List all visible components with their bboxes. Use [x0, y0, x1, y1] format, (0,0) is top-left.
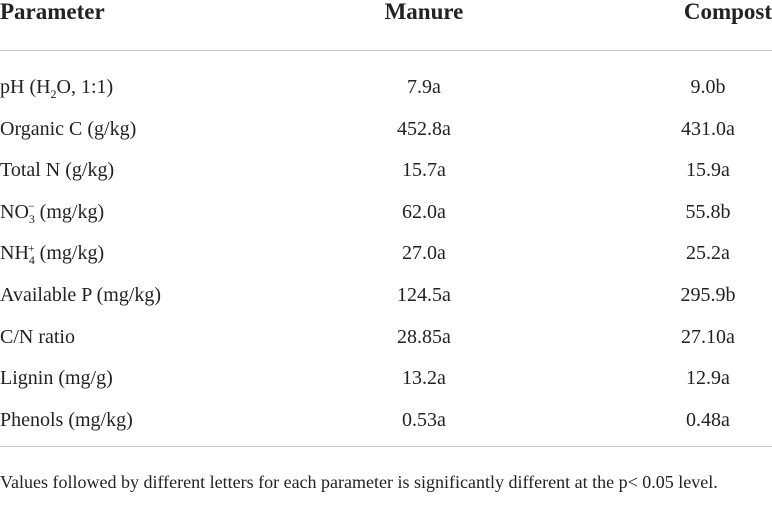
label-part: pH (H	[0, 76, 51, 98]
value-cell: 28.85a	[397, 325, 451, 348]
label-part: (mg/kg)	[34, 200, 105, 223]
header-cell: Manure	[384, 0, 464, 24]
label-part: Available P (mg/kg)	[0, 284, 162, 306]
label-part: Phenols (mg/kg)	[0, 408, 133, 431]
row-label: Total N (g/kg)	[0, 158, 114, 182]
label-part: NO	[0, 200, 29, 223]
label-part: Total N (g/kg)	[0, 159, 115, 182]
row-label: Phenols (mg/kg)	[0, 408, 133, 432]
value-cell: 452.8a	[397, 117, 451, 140]
value-cell: 27.10a	[681, 325, 735, 348]
label-part: O, 1:1)	[56, 76, 114, 98]
value-cell: 13.2a	[402, 367, 446, 390]
value-cell: 62.0a	[402, 200, 446, 223]
value-cell: 27.0a	[402, 242, 446, 265]
value-cell: 15.9a	[686, 159, 730, 182]
value-cell: 0.48a	[686, 408, 730, 431]
value-cell: 9.0b	[690, 76, 726, 98]
label-part: NH	[0, 242, 29, 265]
value-cell: 15.7a	[402, 159, 446, 182]
value-cell: 0.53a	[402, 408, 446, 431]
label-part: (mg/kg)	[34, 242, 105, 265]
value-cell: 431.0a	[681, 117, 735, 140]
row-label: C/N ratio	[0, 325, 75, 349]
value-cell: 25.2a	[686, 242, 730, 265]
row-label: NO3− (mg/kg)	[0, 199, 105, 226]
footnote: Values followed by different letters for…	[0, 472, 718, 492]
header-cell: Compost	[683, 0, 772, 24]
value-cell: 295.9b	[680, 284, 736, 306]
label-part: +	[27, 240, 35, 255]
bottom-rule	[0, 446, 772, 447]
value-cell: 7.9a	[407, 76, 441, 98]
label-part: 2	[50, 87, 57, 101]
label-part: 3	[28, 211, 35, 226]
row-label: Lignin (mg/g)	[0, 366, 113, 390]
label-part: C/N ratio	[0, 325, 75, 348]
label-part: −	[27, 199, 35, 214]
value-cell: 12.9a	[686, 367, 730, 390]
row-label: Available P (mg/kg)	[0, 283, 161, 307]
header-cell: Parameter	[0, 0, 105, 24]
row-label: pH (H2O, 1:1)	[0, 75, 114, 101]
header-rule	[0, 50, 772, 51]
row-label: NH4+ (mg/kg)	[0, 240, 105, 268]
value-cell: 55.8b	[685, 200, 731, 223]
label-part: 4	[28, 253, 35, 268]
label-part: Organic C (g/kg)	[0, 117, 137, 140]
label-part: Lignin (mg/g)	[0, 367, 113, 390]
value-cell: 124.5a	[397, 284, 451, 306]
row-label: Organic C (g/kg)	[0, 117, 136, 141]
